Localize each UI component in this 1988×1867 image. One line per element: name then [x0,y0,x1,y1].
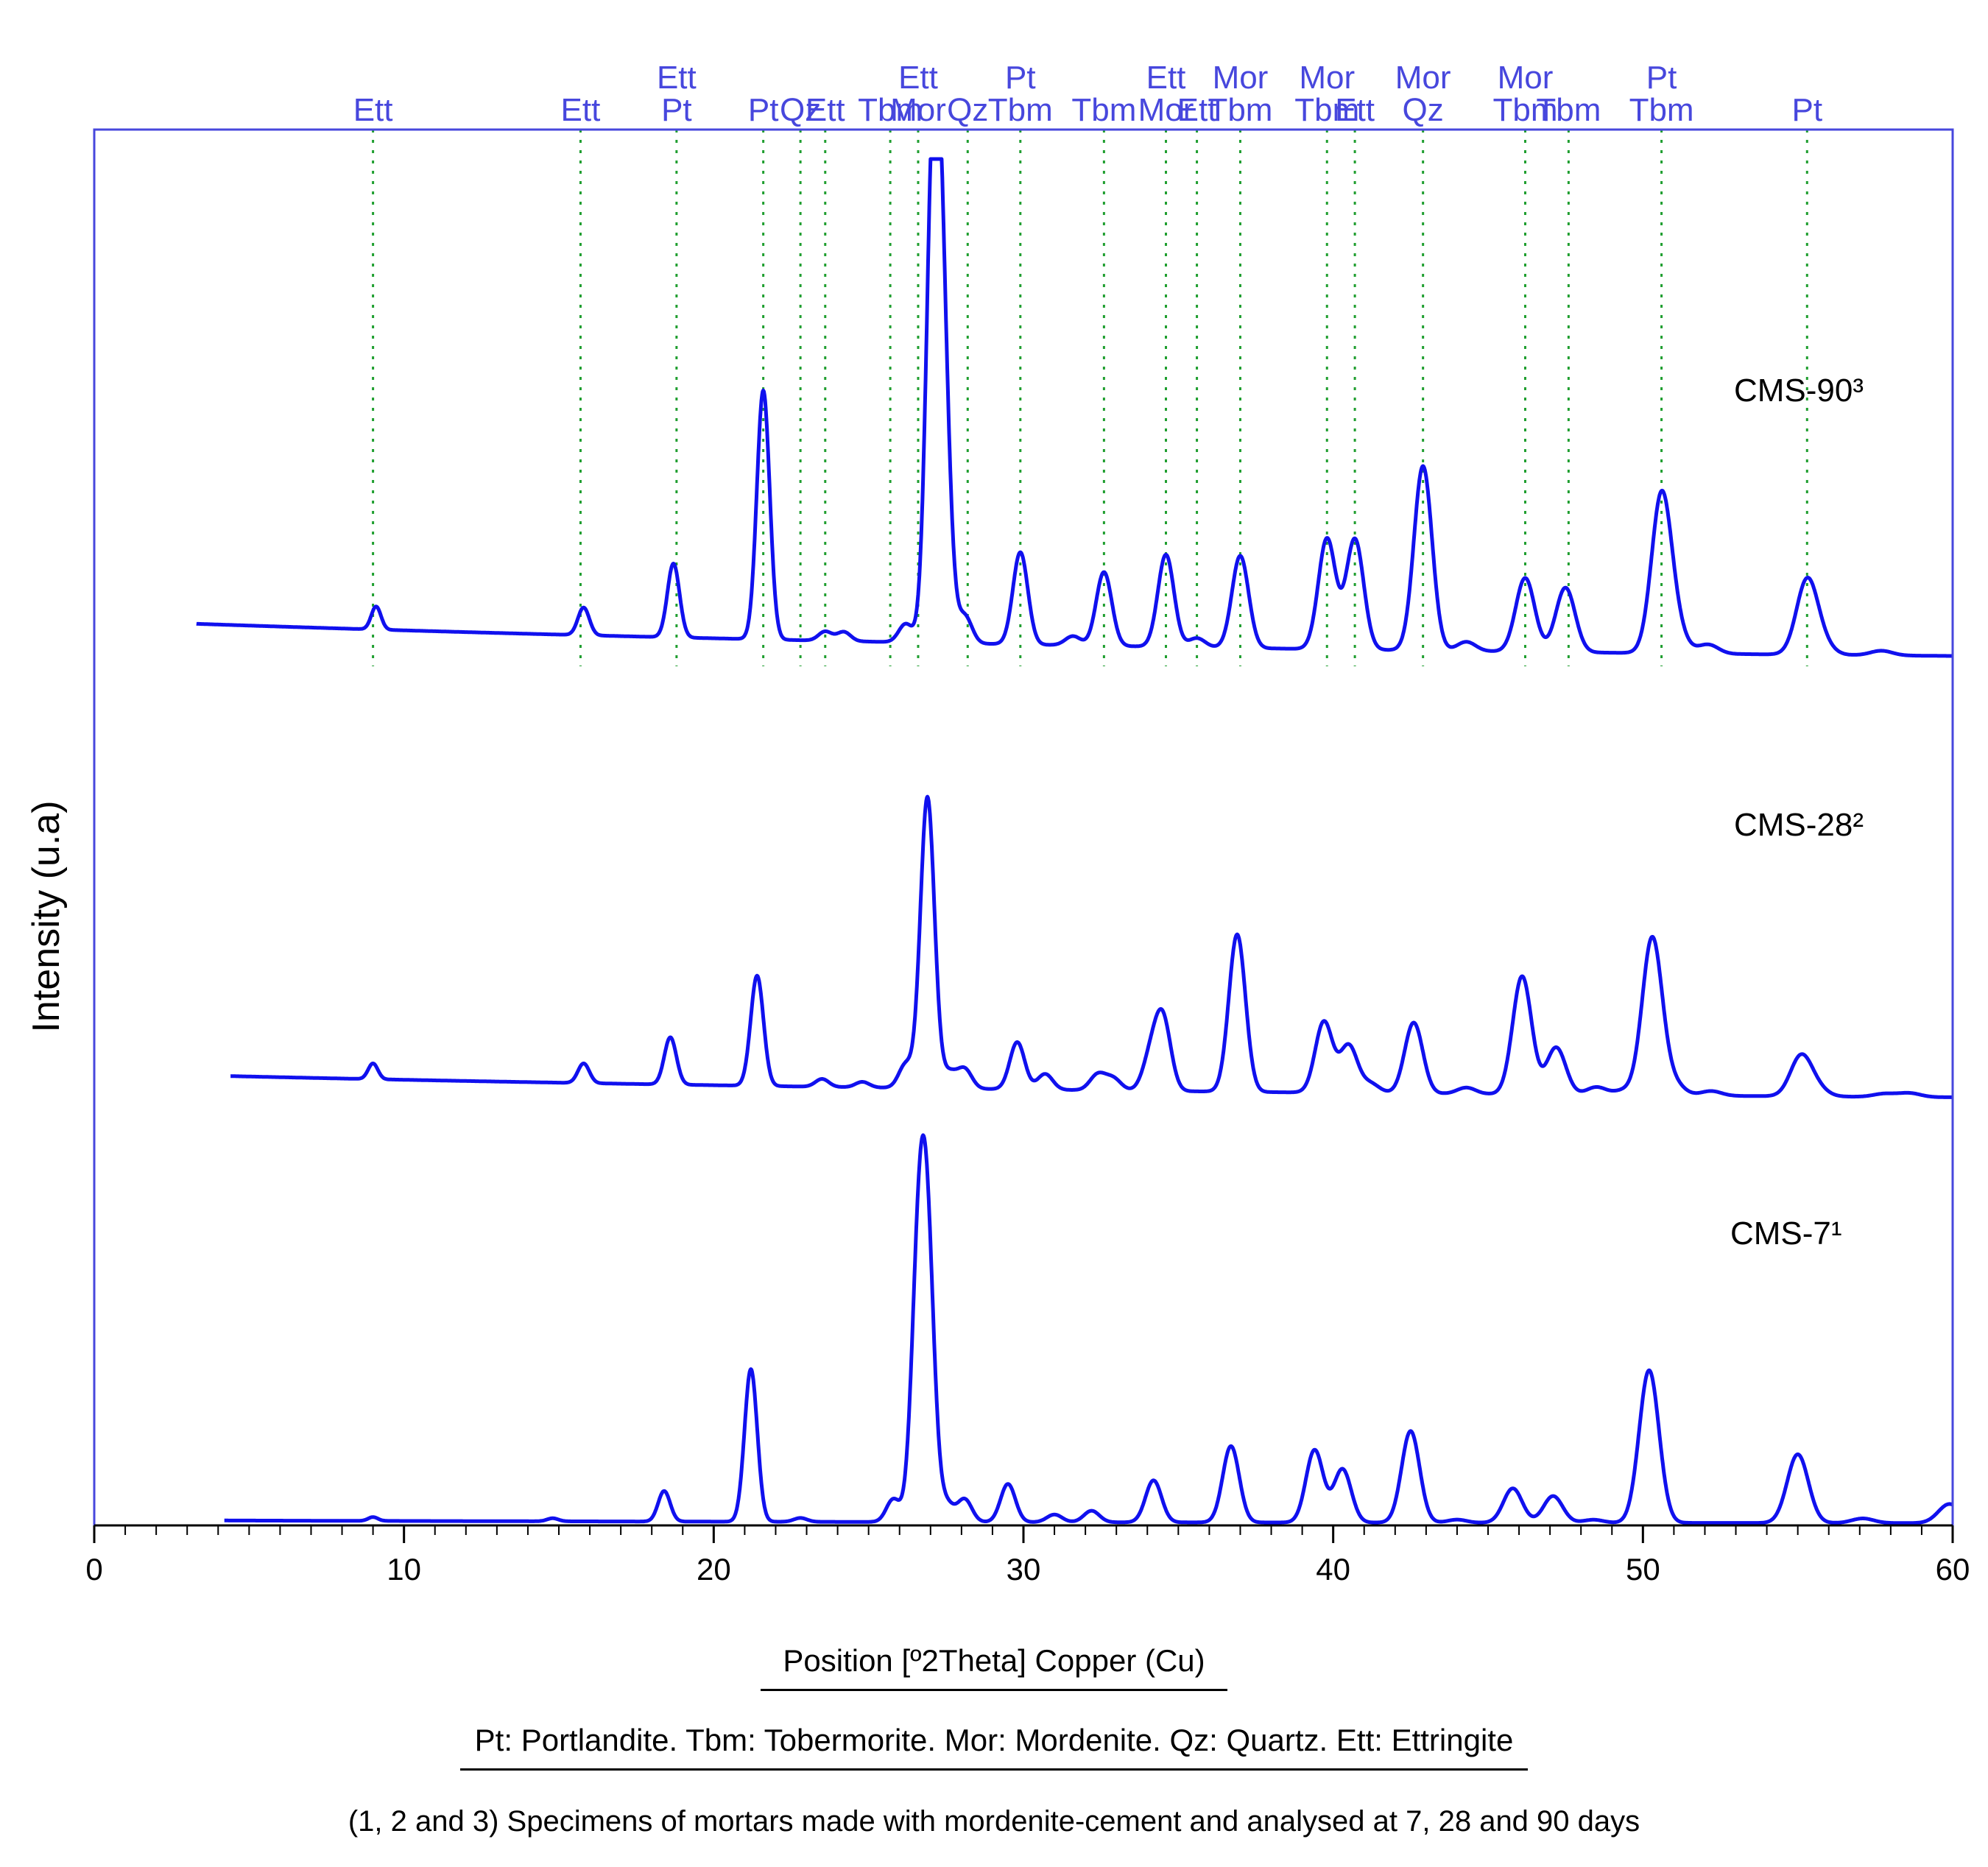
reference-lines [372,130,1808,666]
phase-label: Pt [1005,60,1036,96]
series-line-cms-28 [229,794,1954,1099]
phase-label: Tbm [1208,92,1272,128]
series-line-cms-90 [195,157,1954,658]
phase-label: Pt [748,92,779,128]
phase-label: Pt [661,92,692,128]
x-axis-label-text: Position [º2Theta] Copper (Cu) [761,1643,1227,1691]
phase-label: Tbm [1492,92,1557,128]
y-axis-label: Intensity (u.a) [25,800,68,1032]
phase-label: Pt [1791,92,1822,128]
phase-label: Ett [1335,92,1375,128]
x-tick-label: 30 [1007,1552,1041,1587]
phase-label: Ett [806,92,845,128]
phase-label: Ett [898,60,938,96]
x-tick-label: 0 [85,1552,102,1587]
x-tick-label: 50 [1626,1552,1660,1587]
phase-label: Tbm [858,92,923,128]
plot-frame [93,128,1954,1527]
phase-label: Tbm [1294,92,1359,128]
phase-label: Mor [1138,92,1194,128]
phase-label: Pt [1646,60,1677,96]
specimen-note-text: (1, 2 and 3) Specimens of mortars made w… [348,1805,1640,1838]
x-tick-label: 20 [697,1552,731,1587]
phase-label: Tbm [1071,92,1136,128]
phase-label: Mor [1213,60,1269,96]
phase-label: Tbm [1536,92,1601,128]
x-tick-label: 40 [1316,1552,1350,1587]
phase-label: Qz [1403,92,1444,128]
phase-label: Qz [780,92,821,128]
series-label: CMS-90³ [1734,373,1864,409]
phase-label: Ett [353,92,393,128]
x-tick-label: 10 [387,1552,421,1587]
phase-label: Ett [657,60,697,96]
phase-legend: Pt: Portlandite. Tbm: Tobermorite. Mor: … [0,1723,1988,1771]
series-label: CMS-7¹ [1730,1215,1842,1252]
phase-label: Ett [561,92,601,128]
phase-label: Mor [1299,60,1355,96]
phase-label: Mor [890,92,946,128]
specimen-note: (1, 2 and 3) Specimens of mortars made w… [0,1805,1988,1838]
phase-label: Ett [1177,92,1217,128]
phase-label: Mor [1395,60,1451,96]
diffraction-series [195,157,1954,1525]
phase-label: Ett [1146,60,1186,96]
series-line-cms-7 [223,1133,1954,1525]
series-labels: CMS-90³ CMS-28² CMS-7¹ [1730,373,1864,1252]
phase-label: Tbm [1629,92,1694,128]
x-axis-label: Position [º2Theta] Copper (Cu) [0,1643,1988,1691]
phase-label: Mor [1498,60,1554,96]
x-tick-label: 60 [1936,1552,1970,1587]
series-label: CMS-28² [1734,807,1864,843]
phase-legend-text: Pt: Portlandite. Tbm: Tobermorite. Mor: … [459,1723,1529,1771]
x-axis: 0 10 20 30 40 50 60 [85,1524,1970,1587]
phase-label: Qz [947,92,988,128]
phase-label: Tbm [988,92,1053,128]
